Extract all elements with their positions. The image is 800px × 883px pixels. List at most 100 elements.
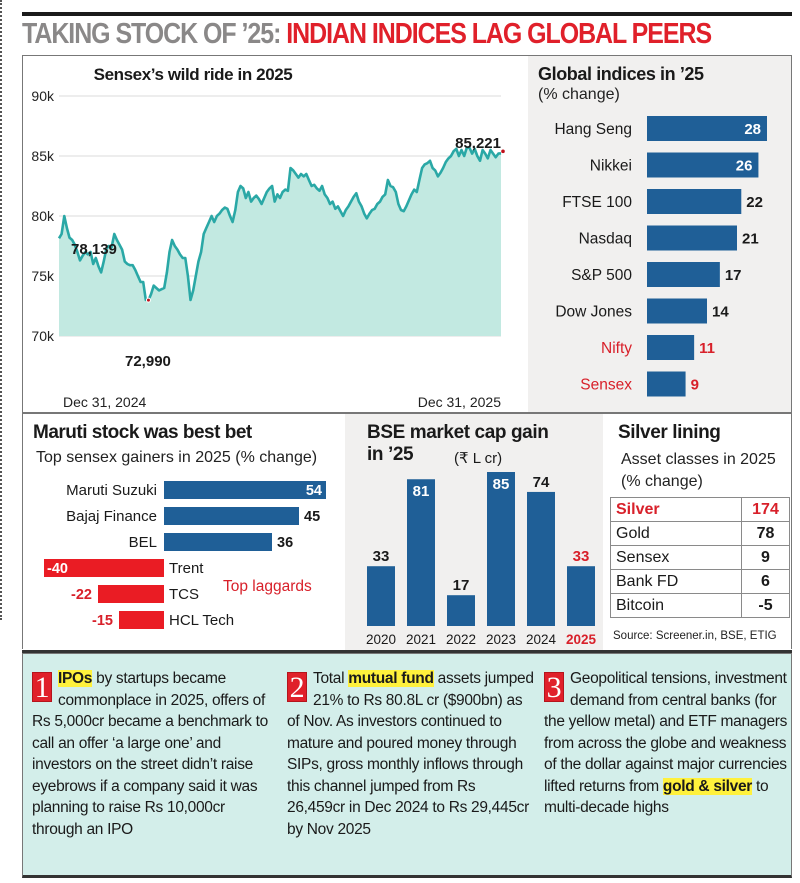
category-label: TCS	[169, 586, 199, 603]
bar	[647, 298, 707, 324]
value-label: 14	[712, 304, 729, 321]
value-label: 33	[373, 548, 390, 565]
bse-market-cap-panel: BSE market cap gain in ’25 (₹ L cr) 33 202…	[345, 414, 603, 650]
x-label-start: Dec 31, 2024	[63, 394, 146, 410]
bar	[567, 566, 595, 626]
category-label: BEL	[129, 534, 157, 551]
value-label: 17	[725, 267, 742, 284]
low-value-label: 72,990	[125, 353, 171, 370]
headline: TAKING STOCK OF ’25: INDIAN INDICES LAG …	[22, 18, 712, 50]
source-note: Source: Screener.in, BSE, ETIG	[613, 630, 777, 642]
start-value-label: 78,139	[71, 241, 117, 258]
note-text-after: to multi-decade highs	[544, 777, 769, 817]
x-tick-label: 2025	[566, 632, 597, 647]
category-label: Nikkei	[590, 158, 632, 175]
sensex-chart: Sensex’s wild ride in 2025 70k 75k 80k 85k 90…	[31, 65, 505, 410]
bse-market-cap-title: BSE market cap gain in ’25	[367, 422, 567, 466]
table-row: Silver 174	[610, 497, 790, 522]
bar	[647, 371, 686, 397]
value-label: 33	[573, 548, 590, 565]
bar	[164, 533, 272, 551]
bar	[647, 189, 742, 214]
end-point-marker	[501, 149, 505, 154]
bar	[527, 491, 555, 626]
notes-top-rule	[22, 650, 792, 653]
value-label: 74	[533, 474, 550, 491]
bar	[647, 225, 737, 251]
value-label: 36	[277, 535, 293, 551]
bar	[44, 559, 164, 577]
value-label: 54	[306, 483, 322, 499]
asset-classes-title: Silver lining	[618, 422, 721, 443]
asset-name: Bitcoin	[610, 593, 742, 618]
sensex-line	[57, 146, 502, 302]
bar	[98, 585, 164, 603]
note-2: 2 Total mutual fund assets jumped 21% to …	[287, 668, 537, 840]
asset-name: Gold	[610, 521, 742, 546]
asset-classes-panel: Silver lining Asset classes in 2025 (% c…	[603, 414, 791, 650]
bar	[487, 472, 515, 626]
bse-title-text: BSE market cap gain in ’25	[367, 422, 549, 465]
bar	[647, 116, 767, 141]
note-number-badge: 1	[32, 672, 52, 703]
bar	[647, 262, 720, 287]
sensex-chart-panel: Sensex’s wild ride in 2025 70k 75k 80k 85k 90…	[23, 56, 528, 412]
value-label: 17	[453, 577, 470, 594]
note-text-after: by startups became commonplace in 2025, …	[32, 670, 268, 838]
asset-name: Silver	[610, 497, 742, 522]
note-highlight: mutual fund	[348, 670, 434, 687]
value-label: -22	[71, 587, 92, 603]
value-label: 45	[304, 509, 320, 525]
global-indices-title: Global indices in ’25	[538, 64, 704, 84]
low-point-marker	[145, 297, 151, 303]
asset-change: 78	[741, 521, 790, 546]
category-label: Maruti Suzuki	[66, 482, 157, 499]
category-label: FTSE 100	[562, 194, 632, 211]
top-laggards-label: Top laggards	[223, 578, 312, 595]
value-label: 28	[744, 121, 761, 138]
asset-classes-subtitle: Asset classes in 2025 (% change)	[621, 451, 776, 490]
notes-panel: 1 IPOs by startups became commonplace in …	[22, 653, 792, 878]
bar	[367, 566, 395, 626]
y-tick-label: 90k	[31, 88, 55, 104]
bar	[119, 611, 164, 629]
top-gainers-title: Maruti stock was best bet	[33, 422, 252, 443]
bar	[164, 481, 326, 499]
value-label: 9	[691, 377, 699, 394]
top-gainers-subtitle: Top sensex gainers in 2025 (% change)	[36, 449, 318, 466]
bar	[164, 507, 299, 525]
headline-rule	[22, 12, 792, 16]
value-label: 11	[699, 340, 715, 357]
value-label: 21	[742, 231, 759, 248]
x-tick-label: 2022	[446, 632, 476, 647]
x-label-end: Dec 31, 2025	[418, 394, 501, 410]
asset-change: 9	[741, 545, 790, 570]
note-1: 1 IPOs by startups became commonplace in …	[32, 668, 277, 840]
note-number-badge: 2	[287, 672, 307, 703]
table-row: Bank FD 6	[610, 569, 790, 594]
bar	[447, 595, 475, 626]
y-tick-label: 75k	[31, 268, 55, 284]
asset-name: Sensex	[610, 545, 742, 570]
value-label: 26	[736, 158, 753, 175]
y-tick-label: 70k	[31, 328, 55, 344]
x-tick-label: 2024	[526, 632, 557, 647]
category-label: Trent	[169, 560, 204, 577]
category-label: Dow Jones	[555, 304, 632, 321]
value-label: 85	[493, 476, 510, 493]
section-divider	[22, 412, 792, 414]
sensex-area	[59, 147, 501, 336]
asset-name: Bank FD	[610, 569, 742, 594]
headline-part-1: TAKING STOCK OF ’25:	[22, 18, 287, 50]
category-label: Hang Seng	[554, 121, 632, 138]
bar	[407, 479, 435, 626]
unit-label: (₹ L cr)	[454, 450, 502, 467]
note-3: 3 Geopolitical tensions, investment deman…	[544, 668, 789, 819]
bar	[647, 152, 759, 178]
note-text-before: Total	[313, 670, 349, 687]
value-label: 81	[413, 483, 430, 500]
page-edge-rule	[0, 0, 3, 620]
note-number-badge: 3	[544, 672, 564, 703]
note-highlight: IPOs	[58, 670, 93, 687]
headline-part-2: INDIAN INDICES LAG GLOBAL PEERS	[286, 18, 712, 50]
